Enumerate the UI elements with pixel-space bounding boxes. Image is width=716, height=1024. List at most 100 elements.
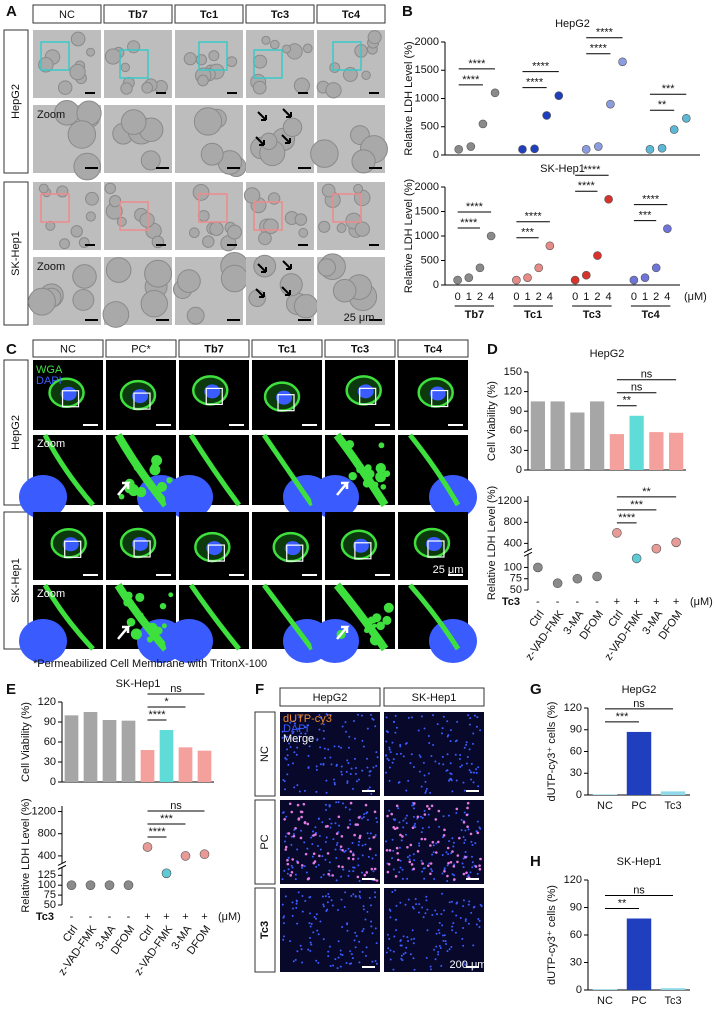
nucleus (402, 826, 405, 829)
nucleus (435, 932, 438, 935)
nucleus (419, 815, 422, 818)
nucleus (449, 740, 452, 743)
positive-nucleus (455, 807, 459, 811)
data-point (651, 543, 662, 554)
scale-bar (369, 167, 382, 169)
nucleus (471, 866, 474, 869)
nucleus (460, 764, 463, 767)
nucleus (361, 769, 364, 772)
x-tick-label: 0 (455, 291, 461, 303)
nucleus (360, 714, 363, 717)
nucleus (391, 741, 394, 744)
nucleus (291, 866, 294, 869)
row-label-box (254, 887, 276, 973)
zoom-box (61, 390, 80, 408)
nucleus (339, 949, 342, 952)
nucleus (340, 765, 343, 768)
data-point (645, 145, 655, 154)
panel-letter: F (255, 681, 264, 698)
nucleus (333, 781, 336, 784)
zoom-box (253, 201, 283, 231)
bar (660, 988, 686, 990)
x-tick-label: 1 (466, 291, 472, 303)
data-point (554, 91, 564, 100)
positive-nucleus (296, 861, 300, 864)
nucleus (292, 730, 295, 733)
y-axis-label: Cell Viability (%) (20, 702, 32, 782)
nucleus (451, 929, 454, 932)
nucleus (325, 713, 328, 716)
nucleus (283, 840, 286, 843)
nucleus (328, 895, 331, 898)
zoom-box (427, 540, 445, 558)
x-tick-label: 1 (583, 291, 589, 303)
nucleus (361, 951, 364, 954)
nucleus (446, 735, 449, 738)
nucleus (362, 816, 365, 819)
y-tick-label: 0 (433, 279, 439, 291)
scale-bar (369, 92, 379, 94)
nucleus (294, 722, 297, 725)
scale-bar-label: 25 μm (433, 564, 464, 576)
nucleus (338, 824, 341, 827)
y-tick-label: 0 (50, 776, 56, 788)
nucleus (476, 872, 479, 875)
nucleus (425, 899, 428, 902)
nucleus (365, 812, 368, 815)
nucleus (418, 842, 421, 845)
positive-nucleus (340, 835, 344, 838)
nucleus (350, 894, 353, 897)
positive-nucleus (446, 846, 450, 850)
nucleus (472, 944, 475, 947)
nucleus (289, 940, 292, 943)
nucleus (442, 909, 445, 912)
positive-nucleus (289, 874, 292, 877)
positive-nucleus (394, 875, 398, 878)
nucleus (460, 818, 463, 821)
nucleus (334, 958, 337, 961)
nucleus (402, 953, 405, 956)
nucleus (361, 844, 364, 847)
nucleus (431, 914, 434, 917)
nucleus (340, 875, 343, 878)
bar (140, 750, 155, 782)
nucleus (353, 939, 356, 942)
nucleus (337, 909, 340, 912)
significance-label: **** (148, 826, 166, 838)
nucleus (294, 958, 297, 961)
nucleus (479, 729, 482, 732)
nucleus (420, 831, 423, 834)
nucleus (284, 757, 287, 760)
membrane (261, 433, 315, 507)
nucleus (330, 899, 333, 902)
nucleus (322, 762, 325, 765)
cell (220, 264, 249, 293)
vesicle (345, 439, 355, 449)
nucleus (341, 725, 344, 728)
nucleus (289, 721, 292, 724)
nucleus (368, 896, 371, 899)
positive-nucleus (465, 871, 468, 875)
nucleus (282, 935, 285, 938)
nucleus (464, 920, 467, 923)
nucleus (476, 716, 479, 719)
positive-nucleus (434, 818, 438, 821)
nucleus (334, 822, 337, 825)
nucleus (346, 780, 349, 783)
vesicle (371, 481, 379, 488)
significance-label: ns (170, 683, 182, 695)
cell (361, 70, 371, 80)
significance-label: **** (468, 58, 486, 70)
nucleus (331, 904, 334, 907)
scale-bar (85, 92, 95, 94)
nucleus (284, 788, 287, 791)
vesicle (362, 479, 371, 488)
scale-bar (466, 878, 479, 880)
nucleus (423, 809, 426, 812)
vesicle (146, 636, 154, 643)
nucleus (313, 916, 316, 919)
chart-title: HepG2 (590, 348, 625, 360)
header-box (383, 687, 485, 707)
data-point (671, 537, 681, 548)
positive-nucleus (411, 826, 415, 830)
